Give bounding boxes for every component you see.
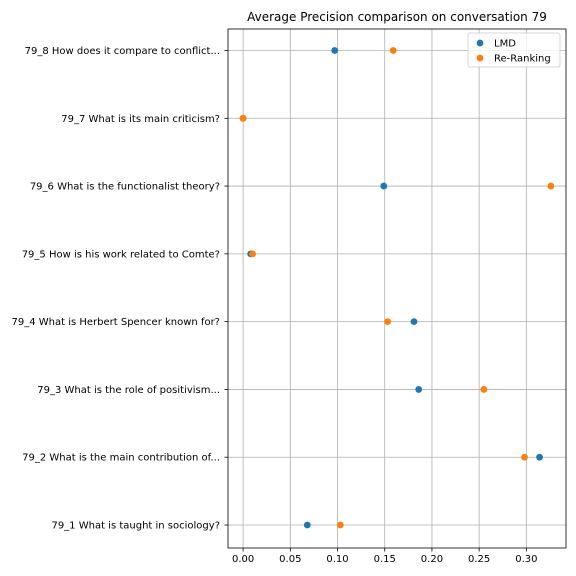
legend-marker: [476, 39, 484, 47]
data-point-re-ranking: [521, 453, 528, 461]
y-tick-label: 79_3 What is the role of positivism...: [37, 385, 220, 396]
x-tick-label: 0.10: [326, 554, 348, 565]
x-tick-label: 0.30: [515, 554, 537, 565]
x-tick-label: 0.15: [374, 554, 396, 565]
data-point-lmd: [303, 521, 311, 529]
plot-frame: [227, 28, 567, 549]
y-tick-label: 79_8 How does it compare to conflict...: [25, 46, 220, 57]
data-point-re-ranking: [389, 47, 397, 54]
legend-label: LMD: [494, 39, 516, 50]
data-point-re-ranking: [249, 250, 256, 258]
data-point-lmd: [380, 182, 388, 190]
axis-layer: 0.00 0.05 0.10 0.15 0.20 0.25 0.30 79_1 What is…: [11, 46, 537, 565]
data-point-re-ranking: [547, 182, 555, 190]
data-point-re-ranking: [336, 521, 344, 529]
y-tick-label: 79_1 What is taught in sociology?: [51, 521, 220, 532]
grid-layer: [228, 29, 566, 548]
data-point-lmd: [331, 47, 339, 54]
data-point-re-ranking: [384, 318, 391, 326]
y-tick-label: 79_6 What is the functionalist theory?: [30, 182, 220, 193]
y-tick-label: 79_5 How is his work related to Comte?: [22, 249, 220, 260]
points-layer: [239, 47, 555, 529]
data-point-re-ranking: [480, 386, 488, 393]
legend-box: [467, 32, 561, 68]
chart-title: Average Precision comparison on conversa…: [247, 10, 547, 24]
x-tick-label: 0.20: [421, 554, 443, 565]
x-tick-label: 0.00: [232, 554, 254, 565]
y-tick-label: 79_2 What is the main contribution of...: [22, 453, 220, 464]
data-point-re-ranking: [239, 114, 247, 122]
legend-marker: [476, 54, 484, 62]
legend-label: Re-Ranking: [494, 54, 551, 65]
x-tick-label: 0.05: [279, 554, 301, 565]
x-tick-label: 0.25: [468, 554, 490, 565]
data-point-lmd: [415, 386, 423, 393]
y-tick-label: 79_7 What is its main criticism?: [61, 114, 220, 125]
legend: LMD Re-Ranking: [467, 32, 561, 68]
y-tick-label: 79_4 What is Herbert Spencer known for?: [11, 317, 220, 328]
data-point-lmd: [536, 453, 543, 461]
data-point-lmd: [410, 318, 418, 326]
